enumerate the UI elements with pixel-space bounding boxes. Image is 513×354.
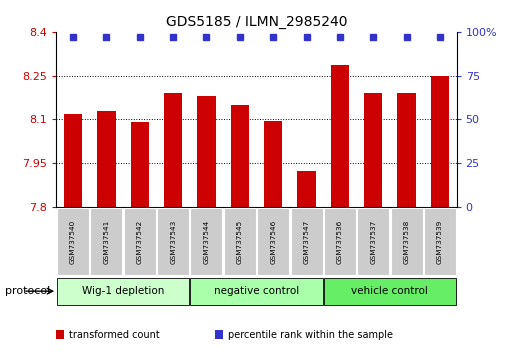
Text: GSM737543: GSM737543 (170, 219, 176, 264)
Text: GSM737542: GSM737542 (137, 219, 143, 264)
FancyBboxPatch shape (424, 209, 456, 275)
Bar (231, 105, 249, 207)
FancyBboxPatch shape (324, 209, 356, 275)
Text: GSM737546: GSM737546 (270, 219, 276, 264)
FancyBboxPatch shape (290, 209, 323, 275)
Text: negative control: negative control (214, 286, 299, 296)
Text: GSM737540: GSM737540 (70, 219, 76, 264)
Text: GSM737537: GSM737537 (370, 219, 376, 264)
Text: transformed count: transformed count (69, 330, 160, 339)
FancyBboxPatch shape (390, 209, 423, 275)
Text: Wig-1 depletion: Wig-1 depletion (82, 286, 164, 296)
Bar (198, 96, 215, 207)
Text: protocol: protocol (5, 286, 50, 296)
FancyBboxPatch shape (57, 278, 189, 305)
Text: GSM737547: GSM737547 (304, 219, 309, 264)
Bar (431, 76, 449, 207)
FancyBboxPatch shape (157, 209, 189, 275)
FancyBboxPatch shape (190, 209, 223, 275)
FancyBboxPatch shape (190, 278, 323, 305)
Bar (164, 93, 182, 207)
Text: GSM737539: GSM737539 (437, 219, 443, 264)
FancyBboxPatch shape (224, 209, 256, 275)
Text: GSM737544: GSM737544 (204, 219, 209, 264)
FancyBboxPatch shape (90, 209, 123, 275)
FancyBboxPatch shape (257, 209, 289, 275)
Text: GSM737538: GSM737538 (404, 219, 409, 264)
Text: GSM737536: GSM737536 (337, 219, 343, 264)
Bar (131, 122, 149, 207)
Text: percentile rank within the sample: percentile rank within the sample (228, 330, 393, 339)
Bar (97, 111, 115, 207)
Bar (264, 121, 282, 207)
FancyBboxPatch shape (57, 209, 89, 275)
FancyBboxPatch shape (324, 278, 456, 305)
Bar (398, 93, 416, 207)
Bar (331, 65, 349, 207)
FancyBboxPatch shape (357, 209, 389, 275)
Text: vehicle control: vehicle control (351, 286, 428, 296)
Text: GSM737545: GSM737545 (237, 219, 243, 264)
Bar (364, 93, 382, 207)
Bar (298, 171, 315, 207)
Text: GSM737541: GSM737541 (104, 219, 109, 264)
Title: GDS5185 / ILMN_2985240: GDS5185 / ILMN_2985240 (166, 16, 347, 29)
FancyBboxPatch shape (124, 209, 156, 275)
Bar (64, 114, 82, 207)
